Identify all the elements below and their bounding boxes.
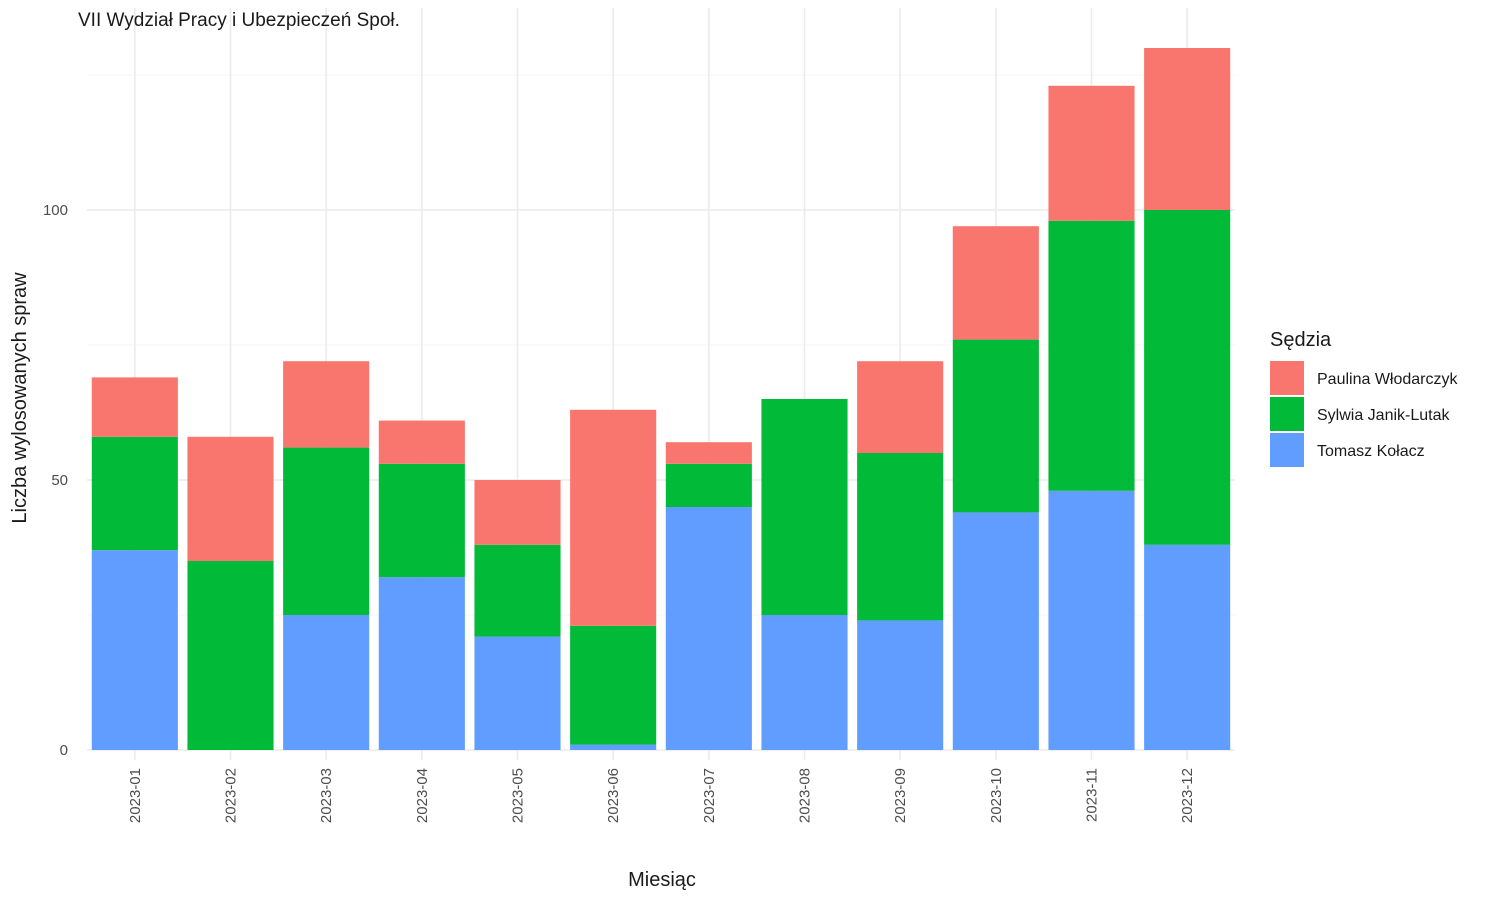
x-tick-label: 2023-09 [892, 768, 909, 823]
bar-segment [570, 409, 657, 626]
bar-segment [283, 615, 370, 750]
y-axis-ticks: 0 50 100 [43, 202, 68, 759]
bar-segment [665, 507, 752, 750]
bar-segment [570, 744, 657, 750]
bar-segment [283, 447, 370, 615]
bar-segment [1144, 48, 1231, 210]
bar-segment [857, 453, 944, 621]
bar-segment [378, 577, 465, 750]
bar-segment [1144, 544, 1231, 750]
bar-segment [91, 377, 178, 437]
bar-segment [378, 463, 465, 578]
bar-segment [857, 620, 944, 750]
legend: Sędzia Paulina Włodarczyk Sylwia Janik-Lu… [1270, 329, 1459, 467]
legend-label: Paulina Włodarczyk [1317, 371, 1459, 388]
bar-segment [1048, 490, 1135, 750]
x-tick-label: 2023-02 [223, 768, 240, 823]
legend-swatch [1270, 397, 1304, 431]
legend-label: Sylwia Janik-Lutak [1317, 407, 1451, 424]
x-tick-label: 2023-10 [988, 768, 1005, 823]
y-axis-title: Liczba wylosowanych spraw [9, 272, 31, 524]
legend-swatch [1270, 433, 1304, 467]
bar-segment [1048, 220, 1135, 491]
bar-segment [761, 615, 848, 750]
bar-segment [91, 550, 178, 750]
legend-title: Sędzia [1270, 329, 1332, 351]
legend-label: Tomasz Kołacz [1317, 443, 1425, 460]
bar-segment [952, 339, 1039, 513]
bar-segment [1144, 210, 1231, 545]
bar-segment [283, 361, 370, 448]
x-tick-label: 2023-04 [414, 768, 431, 823]
bars [91, 48, 1231, 750]
x-tick-label: 2023-11 [1084, 768, 1101, 822]
bar-segment [187, 561, 274, 750]
x-tick-label: 2023-06 [605, 768, 622, 823]
x-tick-label: 2023-07 [701, 768, 718, 823]
x-tick-label: 2023-08 [797, 768, 814, 823]
bar-segment [474, 636, 561, 750]
x-axis-title: Miesiąc [628, 869, 696, 891]
bar-segment [91, 436, 178, 551]
bar-segment [474, 480, 561, 545]
bar-segment [857, 361, 944, 453]
y-tick-label: 50 [51, 472, 68, 489]
bar-segment [665, 463, 752, 507]
bar-segment [761, 399, 848, 615]
bar-segment [187, 436, 274, 561]
bar-segment [1048, 85, 1135, 221]
bar-segment [952, 512, 1039, 750]
bar-segment [378, 420, 465, 464]
x-tick-label: 2023-05 [510, 768, 527, 823]
bar-segment [952, 226, 1039, 340]
y-tick-label: 100 [43, 202, 68, 219]
x-tick-label: 2023-01 [127, 768, 144, 823]
x-tick-label: 2023-12 [1179, 768, 1196, 823]
x-axis-ticks: 2023-01 2023-02 2023-03 2023-04 2023-05 2023-… [127, 768, 1196, 823]
bar-segment [665, 442, 752, 464]
legend-swatch [1270, 361, 1304, 395]
y-tick-label: 0 [60, 742, 68, 759]
x-tick-label: 2023-03 [318, 768, 335, 823]
bar-segment [570, 625, 657, 745]
bar-segment [474, 544, 561, 637]
chart-title: VII Wydział Pracy i Ubezpieczeń Społ. [78, 10, 400, 31]
